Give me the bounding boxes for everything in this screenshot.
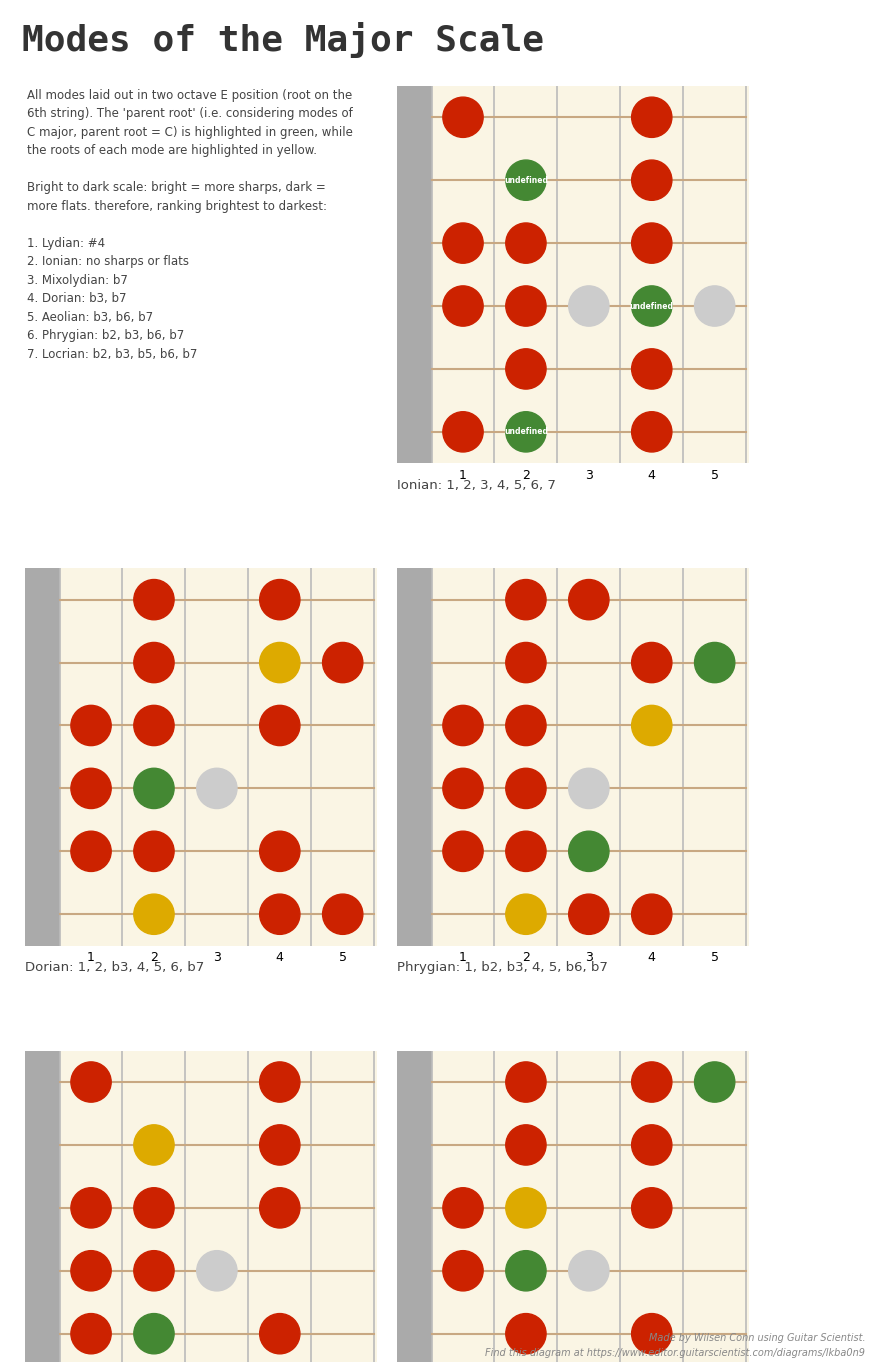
Circle shape xyxy=(506,1313,546,1354)
Circle shape xyxy=(632,706,672,745)
Circle shape xyxy=(70,768,112,809)
Text: Modes of the Major Scale: Modes of the Major Scale xyxy=(22,22,544,59)
Circle shape xyxy=(506,1188,546,1229)
Circle shape xyxy=(569,768,609,809)
Text: Ionian: 1, 2, 3, 4, 5, 6, 7: Ionian: 1, 2, 3, 4, 5, 6, 7 xyxy=(397,478,556,492)
Circle shape xyxy=(442,706,483,745)
Circle shape xyxy=(632,97,672,138)
Circle shape xyxy=(632,1313,672,1354)
Circle shape xyxy=(323,643,363,682)
Bar xyxy=(397,568,432,945)
Text: undefined: undefined xyxy=(504,176,548,185)
Circle shape xyxy=(134,893,174,934)
Circle shape xyxy=(260,1188,300,1229)
Circle shape xyxy=(134,706,174,745)
Circle shape xyxy=(506,286,546,326)
Circle shape xyxy=(632,1188,672,1229)
Circle shape xyxy=(134,643,174,682)
Circle shape xyxy=(506,1062,546,1102)
Circle shape xyxy=(506,643,546,682)
Circle shape xyxy=(442,1188,483,1229)
Text: Find this diagram at https://www.editor.guitarscientist.com/diagrams/lkba0n9: Find this diagram at https://www.editor.… xyxy=(485,1348,865,1358)
Circle shape xyxy=(506,349,546,390)
Circle shape xyxy=(442,97,483,138)
Circle shape xyxy=(70,1188,112,1229)
Circle shape xyxy=(695,1062,735,1102)
Text: Made by Wilsen Conn using Guitar Scientist.: Made by Wilsen Conn using Guitar Scienti… xyxy=(648,1333,865,1343)
Circle shape xyxy=(506,579,546,620)
Text: undefined: undefined xyxy=(630,301,673,311)
Circle shape xyxy=(506,1125,546,1165)
Circle shape xyxy=(442,286,483,326)
Circle shape xyxy=(695,286,735,326)
Circle shape xyxy=(632,1062,672,1102)
Text: undefined: undefined xyxy=(504,428,548,436)
Circle shape xyxy=(569,831,609,872)
Text: All modes laid out in two octave E position (root on the
6th string). The 'paren: All modes laid out in two octave E posit… xyxy=(27,89,352,361)
Circle shape xyxy=(632,349,672,390)
Circle shape xyxy=(260,579,300,620)
Circle shape xyxy=(506,1250,546,1291)
Circle shape xyxy=(134,768,174,809)
Circle shape xyxy=(260,893,300,934)
Circle shape xyxy=(260,1125,300,1165)
Bar xyxy=(25,568,60,945)
Circle shape xyxy=(632,286,672,326)
Circle shape xyxy=(134,579,174,620)
Circle shape xyxy=(569,1250,609,1291)
Bar xyxy=(397,86,432,463)
Circle shape xyxy=(506,893,546,934)
Circle shape xyxy=(442,1250,483,1291)
Circle shape xyxy=(134,1313,174,1354)
Circle shape xyxy=(695,643,735,682)
Circle shape xyxy=(260,643,300,682)
Circle shape xyxy=(569,579,609,620)
Bar xyxy=(397,1050,432,1362)
Text: Dorian: 1, 2, b3, 4, 5, 6, b7: Dorian: 1, 2, b3, 4, 5, 6, b7 xyxy=(25,962,204,974)
Circle shape xyxy=(323,893,363,934)
Circle shape xyxy=(632,223,672,263)
Text: Phrygian: 1, b2, b3, 4, 5, b6, b7: Phrygian: 1, b2, b3, 4, 5, b6, b7 xyxy=(397,962,607,974)
Circle shape xyxy=(442,411,483,452)
Circle shape xyxy=(506,411,546,452)
Circle shape xyxy=(569,286,609,326)
Circle shape xyxy=(506,161,546,200)
Bar xyxy=(25,1050,60,1362)
Circle shape xyxy=(260,1313,300,1354)
Circle shape xyxy=(197,1250,237,1291)
Circle shape xyxy=(632,1125,672,1165)
Circle shape xyxy=(70,831,112,872)
Circle shape xyxy=(569,893,609,934)
Circle shape xyxy=(506,223,546,263)
Circle shape xyxy=(70,706,112,745)
Circle shape xyxy=(70,1313,112,1354)
Circle shape xyxy=(506,831,546,872)
Circle shape xyxy=(506,706,546,745)
Circle shape xyxy=(632,161,672,200)
Circle shape xyxy=(632,893,672,934)
Circle shape xyxy=(260,706,300,745)
Circle shape xyxy=(70,1250,112,1291)
Circle shape xyxy=(70,1062,112,1102)
Circle shape xyxy=(260,831,300,872)
Circle shape xyxy=(632,643,672,682)
Circle shape xyxy=(260,1062,300,1102)
Circle shape xyxy=(134,1188,174,1229)
Circle shape xyxy=(197,768,237,809)
Circle shape xyxy=(442,223,483,263)
Circle shape xyxy=(442,831,483,872)
Circle shape xyxy=(442,768,483,809)
Circle shape xyxy=(506,768,546,809)
Circle shape xyxy=(134,1125,174,1165)
Circle shape xyxy=(134,1250,174,1291)
Circle shape xyxy=(134,831,174,872)
Circle shape xyxy=(632,411,672,452)
